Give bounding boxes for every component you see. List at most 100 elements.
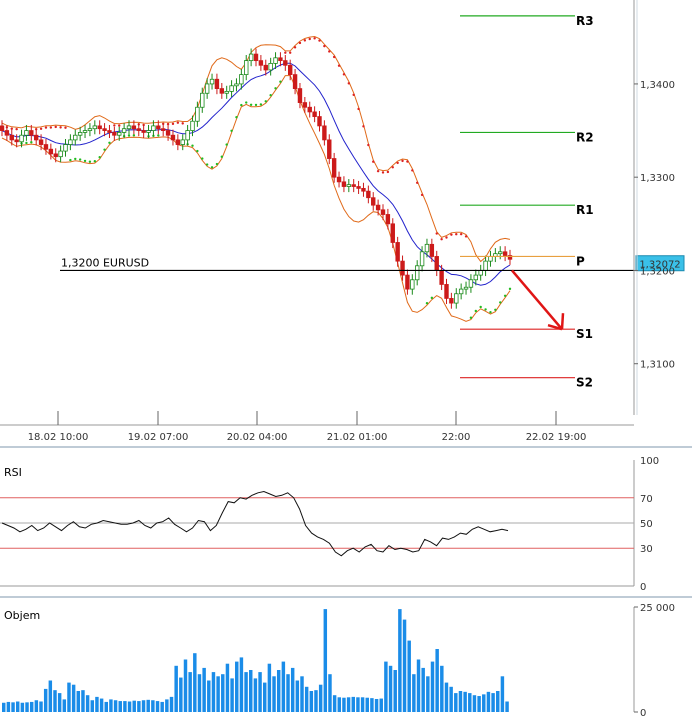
candle-body — [151, 125, 156, 131]
volume-bar — [141, 700, 146, 712]
sar-dot — [34, 128, 38, 131]
candle — [4, 124, 10, 141]
candle-body — [302, 102, 308, 108]
candle-body — [429, 243, 435, 257]
candle-body — [107, 130, 112, 133]
parabolic-sar-dots — [5, 37, 512, 319]
sar-dot — [401, 159, 404, 163]
candle — [131, 120, 137, 135]
candle — [268, 57, 273, 76]
candle-body — [38, 139, 44, 145]
candle-body — [498, 251, 503, 255]
rsi-line — [1, 490, 509, 557]
candle — [356, 180, 361, 194]
candle-body — [424, 243, 430, 253]
candle-body — [410, 279, 415, 290]
price-axis: 1,3400 1,3300 1,3200 1,3100 — [0, 0, 692, 598]
candle — [278, 52, 283, 67]
candle — [58, 145, 63, 163]
candle — [29, 124, 34, 141]
candle — [195, 101, 200, 127]
volume-bar — [318, 684, 323, 712]
candle — [410, 274, 415, 295]
candle-body — [297, 88, 303, 103]
volume-bar — [426, 676, 430, 712]
volume-bar — [407, 640, 411, 712]
candle — [180, 134, 185, 151]
sar-dot — [308, 37, 311, 41]
candle — [258, 55, 264, 71]
candle — [170, 129, 176, 146]
candle-body — [214, 78, 220, 89]
sar-dot — [293, 46, 297, 49]
sar-dot — [176, 121, 180, 124]
volume-bar — [356, 697, 360, 712]
sar-dot — [489, 311, 492, 314]
candle — [151, 120, 156, 137]
candle-body — [273, 57, 278, 64]
candle — [454, 288, 459, 309]
pivot-label-r2: R2 — [576, 130, 594, 144]
volume-bar — [360, 697, 365, 712]
candle — [468, 274, 474, 293]
candle-body — [175, 139, 181, 145]
candle-body — [507, 255, 513, 260]
sar-dot — [494, 308, 497, 311]
sar-dot — [69, 158, 72, 162]
candle-body — [263, 64, 268, 71]
sar-dot — [347, 82, 351, 85]
candle-body — [351, 184, 356, 187]
candle-body — [63, 144, 68, 152]
rsi-tick-label: 70 — [640, 494, 653, 505]
candle-body — [14, 139, 19, 143]
volume-bar — [155, 701, 160, 712]
sar-dot — [323, 44, 326, 48]
volume-bar — [90, 700, 95, 712]
candle-body — [204, 83, 210, 94]
pivot-label-r1: R1 — [576, 203, 594, 217]
moving-average-line — [1, 62, 511, 286]
candle — [287, 59, 293, 81]
moving-average — [1, 62, 511, 286]
volume-bar — [444, 682, 449, 712]
candle-body — [92, 125, 98, 130]
volume-bar — [505, 701, 509, 712]
forecast-arrow-head — [547, 313, 565, 331]
time-tick-label: 22:00 — [442, 432, 471, 443]
sar-dot — [157, 134, 160, 137]
candle — [141, 124, 146, 139]
volume-bar — [249, 670, 253, 712]
sar-dot — [391, 166, 394, 169]
candle-body — [29, 130, 34, 136]
forecast-arrow-shaft — [511, 269, 563, 331]
candle-body — [361, 187, 366, 192]
candle — [371, 192, 376, 211]
sar-dot — [445, 236, 448, 239]
reference-line-label: 1,3200 EURUSD — [61, 256, 149, 269]
candle — [239, 69, 244, 90]
candle — [190, 115, 195, 137]
candle-body — [136, 128, 141, 131]
volume-bar — [221, 674, 225, 712]
volume-bar — [290, 667, 295, 712]
candle-body — [126, 125, 132, 130]
sar-dot — [372, 160, 375, 163]
candle — [19, 129, 24, 148]
candle — [112, 126, 117, 141]
sar-dot — [15, 127, 18, 131]
sar-dot — [332, 55, 336, 59]
volume-bar — [300, 676, 304, 712]
rsi-tick-label: 100 — [640, 456, 659, 467]
sar-dot — [215, 162, 219, 166]
price-tick-label: 1,3400 — [640, 80, 675, 91]
sar-dot — [279, 80, 282, 83]
rsi-tick-label: 50 — [640, 519, 653, 530]
candle — [400, 255, 405, 281]
volume-bar — [81, 690, 85, 712]
sar-dot — [303, 39, 307, 42]
rsi-panel: RSI 100 70 50 30 0 — [0, 456, 659, 593]
candle-body — [317, 116, 322, 127]
sar-dot — [274, 87, 277, 90]
volume-bar — [48, 680, 53, 712]
